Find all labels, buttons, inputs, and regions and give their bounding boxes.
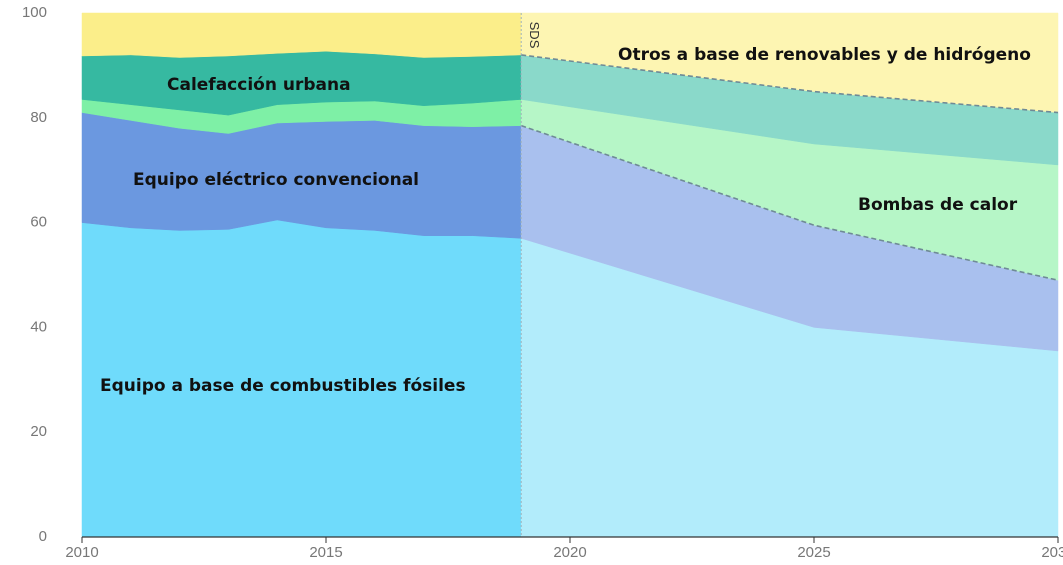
series-label: Equipo eléctrico convencional bbox=[133, 170, 419, 190]
y-tick-label: 60 bbox=[30, 214, 47, 231]
x-tick-label: 2020 bbox=[553, 544, 586, 561]
y-tick-label: 100 bbox=[22, 4, 47, 21]
projection-boundary bbox=[521, 54, 1059, 114]
series-label: Bombas de calor bbox=[858, 195, 1018, 215]
x-tick-label: 2015 bbox=[309, 544, 342, 561]
area bbox=[81, 12, 522, 58]
y-tick-label: 40 bbox=[30, 318, 47, 335]
x-tick-label: 2010 bbox=[65, 544, 98, 561]
series-label: Calefacción urbana bbox=[167, 75, 351, 95]
y-tick-label: 80 bbox=[30, 109, 47, 126]
y-tick-label: 20 bbox=[30, 423, 47, 440]
projection-boundary bbox=[520, 124, 1059, 282]
y-tick-label: 0 bbox=[39, 528, 47, 545]
projection-label: SDS bbox=[527, 22, 542, 49]
series-label: Otros a base de renovables y de hidrógen… bbox=[618, 45, 1031, 65]
x-tick-label: 2025 bbox=[797, 544, 830, 561]
series-label: Equipo a base de combustibles fósiles bbox=[100, 376, 466, 396]
